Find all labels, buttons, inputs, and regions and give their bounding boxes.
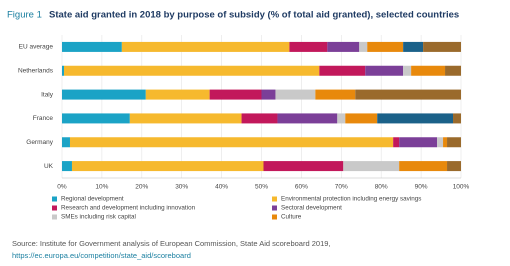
bar-segment xyxy=(289,41,328,52)
bar-segment xyxy=(63,65,320,76)
bar-segment xyxy=(277,113,338,124)
bar-segment xyxy=(209,89,262,100)
bar-segment xyxy=(71,161,264,172)
chart-title: State aid granted in 2018 by purpose of … xyxy=(49,10,459,21)
bar-segment xyxy=(343,161,400,172)
bar-segment xyxy=(359,41,368,52)
bar-segment xyxy=(261,89,276,100)
y-tick-label: EU average xyxy=(19,44,54,51)
legend-label: SMEs including risk capital xyxy=(61,214,136,221)
bar-segment xyxy=(377,113,454,124)
bar-segment xyxy=(399,137,438,148)
legend-label: Regional development xyxy=(61,196,124,203)
bar-segment xyxy=(393,137,400,148)
bar-segment xyxy=(337,113,346,124)
legend-label: Sectoral development xyxy=(281,205,342,212)
legend-swatch xyxy=(52,196,57,202)
bar-segment xyxy=(121,41,290,52)
bar-segment xyxy=(145,89,210,100)
legend-label: Culture xyxy=(281,214,302,221)
x-tick-label: 80% xyxy=(375,184,388,191)
bar-segment xyxy=(69,137,394,148)
x-tick-label: 40% xyxy=(215,184,228,191)
bar-segment xyxy=(62,89,146,100)
bar-segment xyxy=(345,113,378,124)
bar-segment xyxy=(315,89,356,100)
x-tick-label: 90% xyxy=(415,184,428,191)
x-tick-label: 20% xyxy=(135,184,148,191)
bar-segment xyxy=(453,113,461,124)
bar-segment xyxy=(241,113,278,124)
legend-swatch xyxy=(272,196,277,202)
bar-segment xyxy=(263,161,344,172)
bar-segment xyxy=(445,65,461,76)
bar-segment xyxy=(62,161,72,172)
bar-segment xyxy=(62,65,64,76)
bar-segment xyxy=(447,137,461,148)
y-tick-label: Italy xyxy=(41,91,54,98)
bar-segment xyxy=(62,41,122,52)
x-tick-label: 70% xyxy=(335,184,348,191)
x-tick-label: 50% xyxy=(255,184,268,191)
legend-swatch xyxy=(272,214,277,220)
legend-swatch xyxy=(52,205,57,211)
bar-segment xyxy=(62,113,130,124)
legend-swatch xyxy=(272,205,277,211)
x-tick-label: 30% xyxy=(175,184,188,191)
bar-segment xyxy=(423,41,461,52)
source: Source: Institute for Government analysi… xyxy=(12,239,331,248)
source-link[interactable]: https://ec.europa.eu/competition/state_a… xyxy=(12,251,191,260)
bar-segment xyxy=(411,65,446,76)
y-tick-label: Germany xyxy=(26,139,53,146)
figure-label: Figure 1 xyxy=(7,10,42,21)
y-tick-label: UK xyxy=(44,163,54,170)
bar-segment xyxy=(403,41,424,52)
bar-segment xyxy=(319,65,366,76)
x-tick-label: 60% xyxy=(295,184,308,191)
x-tick-label: 10% xyxy=(95,184,108,191)
bar-segment xyxy=(447,161,461,172)
y-tick-label: Netherlands xyxy=(18,67,54,74)
bar-segment xyxy=(367,41,404,52)
x-tick-label: 100% xyxy=(453,184,470,191)
bar-segment xyxy=(275,89,316,100)
bar-segment xyxy=(403,65,412,76)
bar-segment xyxy=(62,137,70,148)
bar-segment xyxy=(399,161,448,172)
x-tick-label: 0% xyxy=(57,184,67,191)
bar-segment xyxy=(365,65,404,76)
bar-segment xyxy=(355,89,461,100)
bar-segment xyxy=(443,137,448,148)
legend-label: Research and development including innov… xyxy=(61,205,196,212)
bar-segment xyxy=(129,113,242,124)
y-tick-label: France xyxy=(33,115,54,122)
bar-segment xyxy=(327,41,360,52)
legend-label: Environmental protection including energ… xyxy=(281,196,421,203)
legend-swatch xyxy=(52,214,57,220)
bar-segment xyxy=(437,137,444,148)
